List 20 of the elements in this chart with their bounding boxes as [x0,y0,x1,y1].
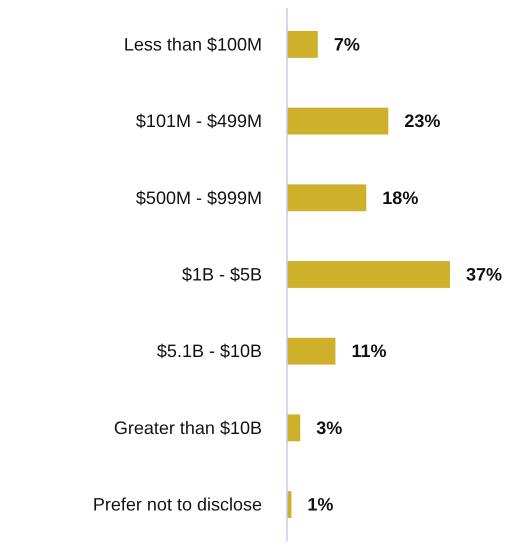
data-label: 18% [382,188,418,208]
data-label: 11% [351,341,387,362]
bar [287,108,388,135]
y-tick-label: $101M - $499M [136,111,262,132]
data-label: 23% [404,111,440,132]
data-label: 37% [466,264,502,284]
y-tick-label: Prefer not to disclose [92,494,262,515]
y-tick-label: $5.1B - $10B [156,341,262,362]
data-label: 7% [334,34,360,54]
data-label: 3% [316,418,342,438]
bar [287,414,300,442]
bar [287,184,366,212]
bar [287,338,336,365]
y-tick-label: $500M - $999M [136,188,262,208]
y-tick-label: Less than $100M [124,34,262,54]
y-tick-label: $1B - $5B [182,264,262,284]
data-label: 1% [307,494,334,515]
y-tick-label: Greater than $10B [114,418,262,438]
bar [287,31,318,58]
bar [287,261,450,288]
